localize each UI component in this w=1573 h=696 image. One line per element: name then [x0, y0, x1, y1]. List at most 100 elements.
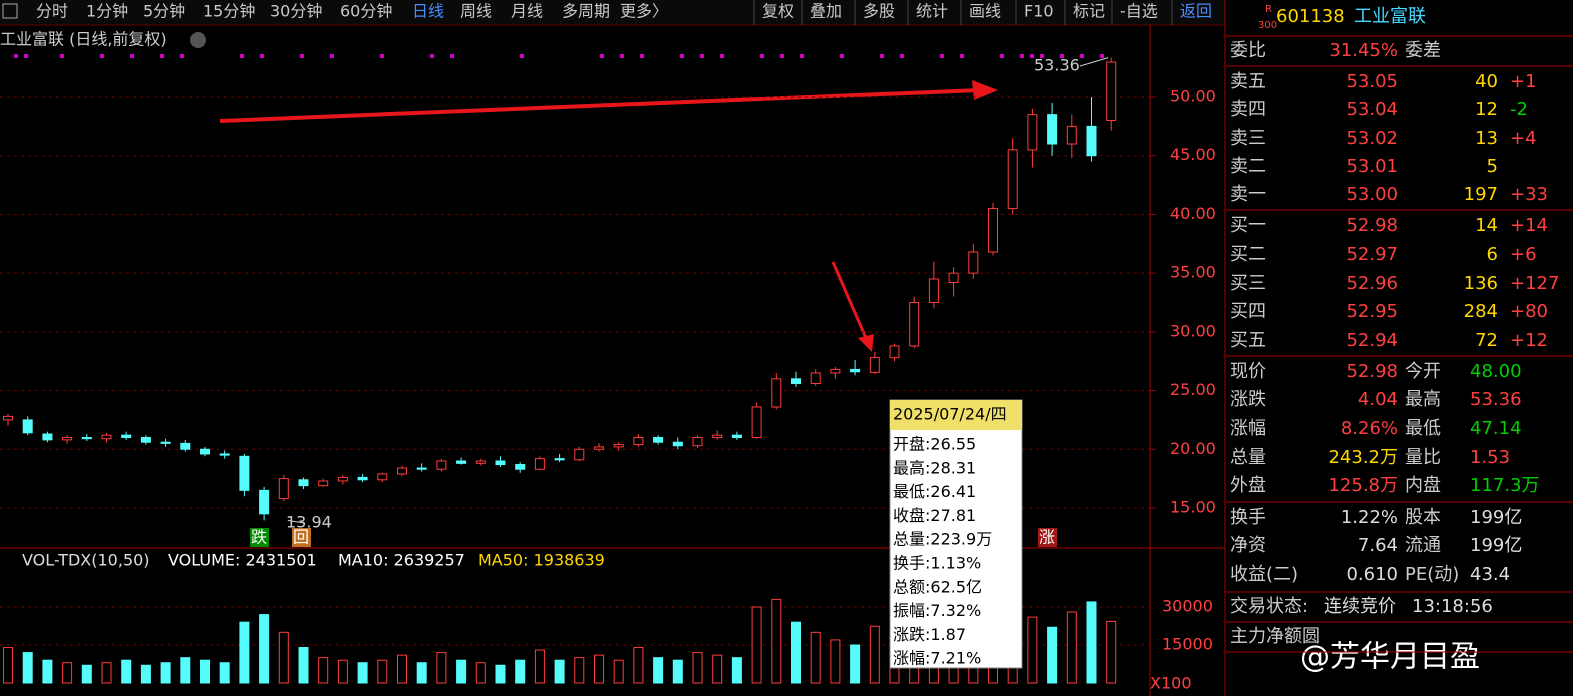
volume-bar: [81, 664, 92, 684]
signal-dot: [600, 54, 604, 58]
volume-bar: [475, 662, 486, 684]
toolbar-button[interactable]: 统计: [916, 2, 948, 21]
candle-body: [121, 434, 132, 439]
toolbar-button[interactable]: 更多〉: [620, 2, 668, 21]
candle-body: [278, 478, 289, 500]
stat-value: 52.98: [1346, 361, 1398, 382]
book-price: 52.97: [1346, 244, 1398, 265]
signal-dot: [160, 54, 164, 58]
book-price: 53.04: [1346, 99, 1398, 120]
volume-bar: [515, 659, 526, 684]
candle-body: [475, 460, 486, 464]
toolbar-button[interactable]: 多股: [863, 2, 895, 21]
stat-label: 净资: [1230, 535, 1266, 556]
candle-body: [259, 489, 270, 515]
board-badge: 300: [1258, 20, 1277, 31]
stat-label: 今开: [1405, 361, 1441, 382]
candle-body: [22, 419, 33, 434]
tooltip-header: [890, 400, 1022, 430]
volume-bar: [22, 652, 33, 684]
candle-body: [594, 446, 604, 450]
candle-body: [180, 442, 191, 450]
signal-dot: [14, 54, 18, 58]
candle-body: [771, 378, 782, 408]
book-label: 卖一: [1230, 184, 1266, 205]
toolbar-button[interactable]: 5分钟: [143, 2, 185, 21]
market-badge: R: [1265, 4, 1272, 15]
signal-dot: [300, 54, 304, 58]
toolbar-button[interactable]: 多周期: [562, 2, 610, 21]
toolbar-button[interactable]: 15分钟: [203, 2, 255, 21]
high-label: 53.36: [1034, 56, 1080, 75]
toolbar-button[interactable]: 标记: [1073, 2, 1105, 21]
book-volume: 13: [1475, 128, 1498, 149]
toolbar-button[interactable]: 60分钟: [340, 2, 392, 21]
book-volume: 284: [1464, 301, 1498, 322]
arrows: [219, 80, 998, 352]
candle-body: [219, 453, 230, 456]
toolbar-button[interactable]: 月线: [511, 2, 543, 21]
signal-dot: [1080, 54, 1084, 58]
signal-dot: [330, 54, 334, 58]
volume-bar: [495, 664, 506, 684]
toolbar-button[interactable]: F10: [1024, 2, 1054, 21]
candle-body: [101, 434, 112, 440]
stat-value: 199亿: [1470, 507, 1522, 528]
toolbar-button[interactable]: 返回: [1180, 2, 1212, 21]
toolbar-icon[interactable]: [2, 3, 18, 19]
toolbar: [0, 0, 1225, 25]
stat-value: 199亿: [1470, 535, 1522, 556]
volume-bar: [160, 662, 171, 684]
candle-body: [554, 458, 565, 461]
toolbar-button[interactable]: 周线: [460, 2, 492, 21]
toolbar-button[interactable]: 画线: [969, 2, 1001, 21]
signal-dot: [880, 54, 884, 58]
stat-label: 外盘: [1230, 475, 1266, 496]
toolbar-button[interactable]: 叠加: [810, 2, 842, 21]
stat-value: 243.2万: [1328, 447, 1398, 468]
toolbar-button[interactable]: -自选: [1120, 2, 1158, 21]
volume-bar: [416, 662, 427, 684]
candle-body: [731, 434, 742, 439]
y-tick-label: 20.00: [1170, 439, 1216, 458]
tooltip-row: 最高:28.31: [893, 458, 976, 477]
title-menu[interactable]: [190, 32, 206, 48]
volume-bar: [653, 657, 664, 684]
candle-body: [436, 460, 447, 470]
book-price: 52.98: [1346, 215, 1398, 236]
book-change: +1: [1510, 71, 1537, 92]
signal-dot: [260, 54, 264, 58]
toolbar-button[interactable]: 复权: [762, 2, 794, 21]
book-price: 53.05: [1346, 71, 1398, 92]
signal-dot: [1060, 54, 1064, 58]
signal-marker: [250, 528, 269, 547]
candle-body: [160, 441, 171, 444]
volume-bar: [200, 659, 210, 684]
volume-bar: [594, 654, 604, 684]
volume-header: MA50: 1938639: [478, 551, 605, 570]
volume-bar: [278, 631, 289, 684]
volume-bar: [42, 659, 53, 684]
volume-bar: [771, 598, 782, 684]
stat-label: 最低: [1405, 418, 1441, 439]
toolbar-button[interactable]: 分时: [36, 2, 68, 21]
stat-label: 收益(二): [1230, 564, 1298, 585]
book-volume: 14: [1475, 215, 1498, 236]
toolbar-button[interactable]: 日线: [412, 2, 444, 21]
toolbar-button[interactable]: 30分钟: [270, 2, 322, 21]
stat-value: 0.610: [1346, 564, 1398, 585]
signal-dot: [800, 54, 804, 58]
volume-bar: [712, 654, 723, 684]
toolbar-button[interactable]: 1分钟: [86, 2, 128, 21]
signal-dot: [640, 54, 644, 58]
book-label: 买二: [1230, 244, 1266, 265]
y-tick-label: 35.00: [1170, 263, 1216, 282]
candle-body: [515, 464, 526, 470]
signal-dot: [780, 54, 784, 58]
candle-body: [200, 448, 210, 455]
book-label: 买一: [1230, 215, 1266, 236]
tooltip-row: 收盘:27.81: [893, 506, 976, 525]
book-label: 卖四: [1230, 99, 1266, 120]
candle-body: [495, 460, 506, 466]
